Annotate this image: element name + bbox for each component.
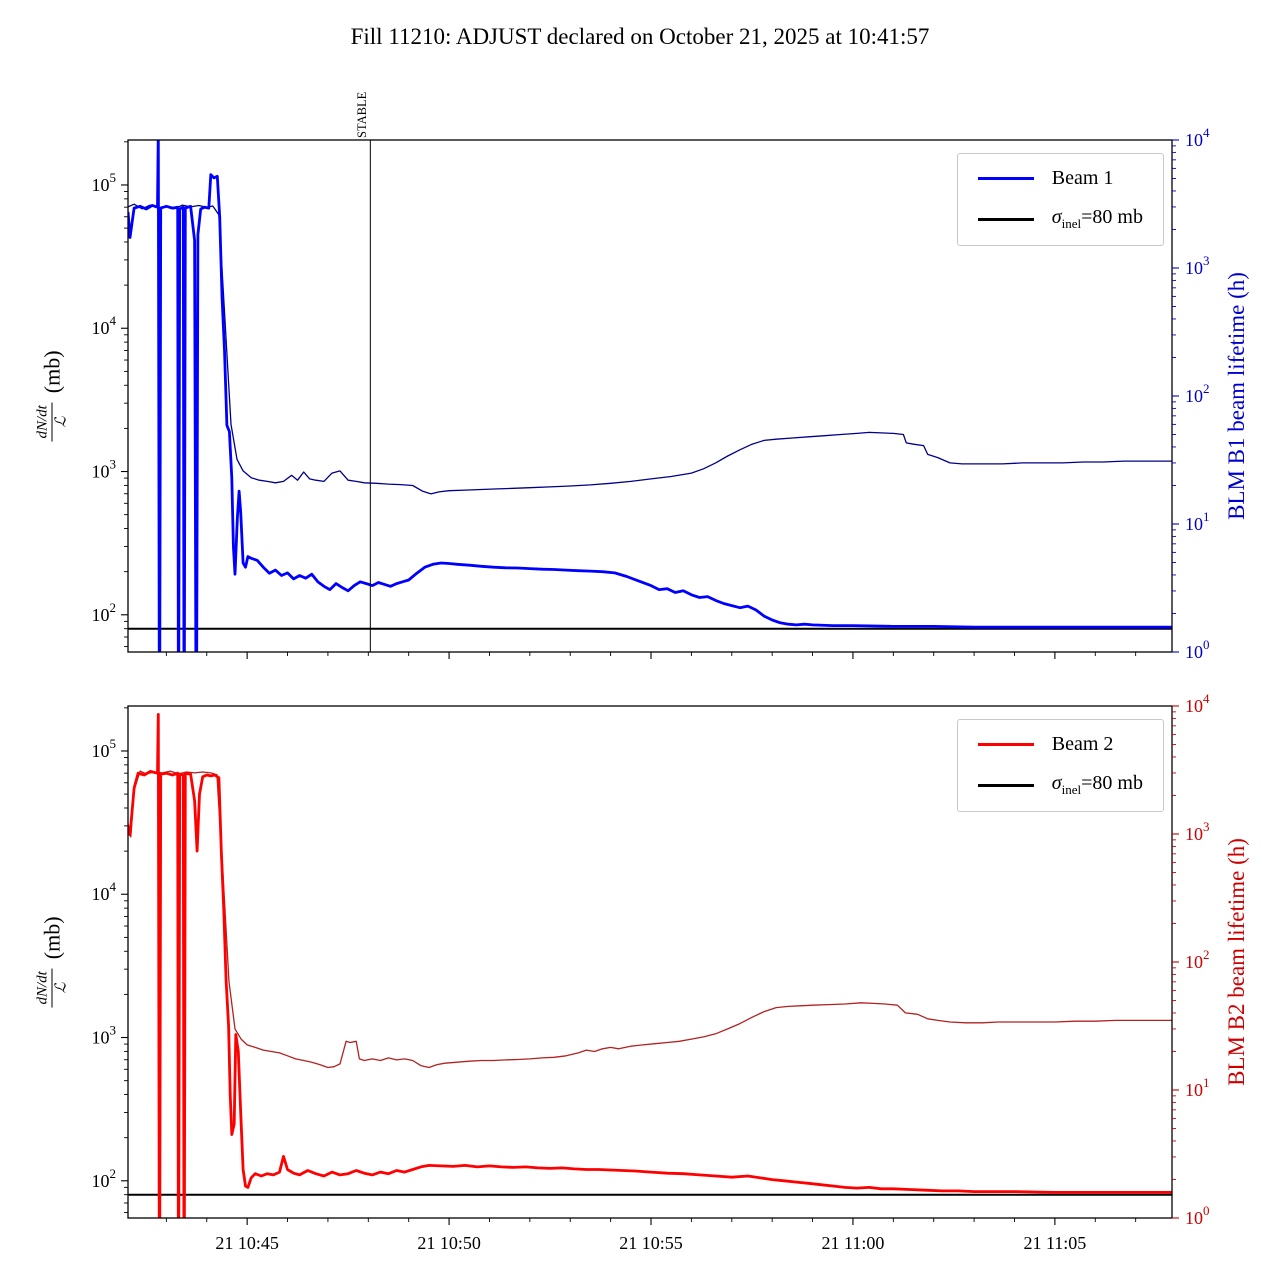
sigma-line-sample	[977, 783, 1034, 787]
x-tick-label: 21 10:50	[417, 1233, 481, 1253]
y-right-tick-label: 101	[1185, 1075, 1210, 1100]
y-left-tick-label: 105	[92, 736, 117, 761]
panel-1-ticks: 21 10:45 21 10:50 21 10:55 21 11:00 21 11:05…	[92, 691, 1211, 1253]
legend-entry-sigma: σinel=80 mb	[977, 772, 1143, 798]
y-left-tick-label: 103	[92, 457, 117, 482]
y-left-tick-label: 102	[92, 1166, 117, 1191]
y-left-tick-label: 102	[92, 600, 117, 625]
y-axis-label-right-bottom: BLM B2 beam lifetime (h)	[1224, 838, 1249, 1086]
y-left-tick-label: 104	[92, 879, 117, 904]
figure-title: Fill 11210: ADJUST declared on October 2…	[350, 24, 930, 49]
sigma-inel-label: σinel=80 mb	[1051, 772, 1143, 797]
legend-top: Beam 1 σinel=80 mb	[956, 153, 1164, 246]
dndt-over-lumi-fraction: dN/dt ℒ	[33, 968, 71, 1008]
beam2-line-sample	[977, 743, 1034, 746]
y-right-tick-label: 100	[1185, 637, 1210, 662]
legend-entry-beam1: Beam 1	[977, 167, 1143, 190]
x-tick-label: 21 11:05	[1023, 1233, 1086, 1253]
legend-bottom: Beam 2 σinel=80 mb	[956, 719, 1164, 812]
beam2-cross-section-line	[128, 713, 1172, 1218]
y-left-tick-label: 105	[92, 170, 117, 195]
y-left-tick-label: 103	[92, 1023, 117, 1048]
sigma-line-sample	[977, 217, 1034, 221]
stable-annotation-label: STABLE	[355, 91, 369, 138]
dndt-over-lumi-fraction: dN/dt ℒ	[33, 402, 71, 442]
y-right-tick-label: 102	[1185, 947, 1210, 972]
x-tick-label: 21 10:55	[619, 1233, 683, 1253]
beam1-line-sample	[977, 177, 1034, 180]
y-axis-label-left-bottom: dN/dt ℒ (mb)	[33, 916, 71, 1008]
sigma-inel-label: σinel=80 mb	[1051, 206, 1143, 231]
x-tick-label: 21 10:45	[215, 1233, 279, 1253]
y-left-tick-label: 104	[92, 313, 117, 338]
y-axis-label-left-top: dN/dt ℒ (mb)	[33, 350, 71, 442]
y-right-tick-label: 103	[1185, 253, 1210, 278]
legend-entry-sigma: σinel=80 mb	[977, 206, 1143, 232]
y-right-tick-label: 104	[1185, 691, 1210, 716]
blm-b2-lifetime-line	[128, 770, 1172, 1069]
y-axis-label-right-top: BLM B1 beam lifetime (h)	[1224, 272, 1249, 520]
beam1-cross-section-line	[128, 140, 1172, 652]
y-right-tick-label: 100	[1185, 1203, 1210, 1228]
y-right-tick-label: 101	[1185, 509, 1210, 534]
legend-entry-beam2: Beam 2	[977, 733, 1143, 756]
y-right-tick-label: 104	[1185, 125, 1210, 150]
y-right-tick-label: 103	[1185, 819, 1210, 844]
x-tick-label: 21 11:00	[822, 1233, 885, 1253]
panel-0-series	[128, 140, 1172, 652]
y-right-tick-label: 102	[1185, 381, 1210, 406]
blm-b1-lifetime-line	[128, 203, 1172, 495]
panel-1-series	[128, 713, 1172, 1218]
